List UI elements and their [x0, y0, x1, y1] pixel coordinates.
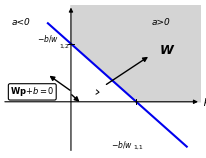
Text: $\mathbf{Wp}$$+b=0$: $\mathbf{Wp}$$+b=0$	[10, 85, 54, 98]
Polygon shape	[71, 5, 200, 102]
Text: 1,1: 1,1	[133, 144, 142, 149]
Text: $-b/w$: $-b/w$	[110, 139, 132, 150]
Text: $p_1$: $p_1$	[202, 96, 206, 108]
Text: a>0: a>0	[151, 18, 170, 27]
Text: a<0: a<0	[11, 18, 30, 27]
Text: W: W	[159, 44, 172, 57]
Text: 1,2: 1,2	[59, 43, 69, 48]
Text: $-b/w$: $-b/w$	[36, 33, 58, 44]
Text: $p_2$: $p_2$	[64, 0, 77, 2]
